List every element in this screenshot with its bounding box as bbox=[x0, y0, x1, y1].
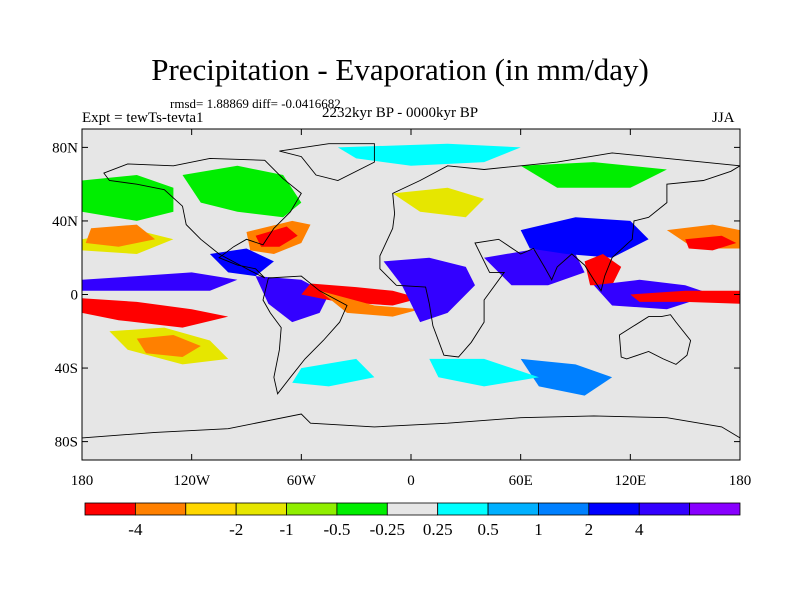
coastline-eurasia-africa bbox=[379, 152, 740, 358]
colorbar-label: -2 bbox=[229, 520, 243, 539]
axis-ticks: 80N 40N 0 40S 80S 180 120W 60W 0 60E 120E 180 bbox=[52, 129, 751, 489]
colorbar-swatch bbox=[588, 502, 640, 516]
colorbar-swatch bbox=[134, 502, 187, 516]
region-caribbean-blue bbox=[209, 248, 274, 277]
region-asia-blue bbox=[520, 217, 649, 258]
map-title: Precipitation - Evaporation (in mm/day) bbox=[151, 52, 649, 87]
colorbar-swatch bbox=[386, 502, 439, 516]
coastline-north-america bbox=[103, 157, 302, 279]
colorbar-label: -1 bbox=[279, 520, 293, 539]
colorbar-swatch bbox=[437, 502, 489, 516]
region-pacific-itcz-purple bbox=[82, 272, 238, 291]
colorbar-swatch bbox=[336, 502, 388, 516]
coastline-antarctica bbox=[82, 413, 740, 460]
lon-tick-label: 60E bbox=[509, 473, 533, 489]
region-south-indian-light-blue bbox=[429, 358, 539, 387]
coastlines bbox=[82, 143, 740, 460]
lat-tick-label: 0 bbox=[71, 288, 79, 304]
region-africa-purple bbox=[383, 257, 475, 323]
lon-tick-label: 120E bbox=[614, 473, 646, 489]
colorbar-label: -0.5 bbox=[323, 520, 350, 539]
region-southern-ocean-blue bbox=[520, 358, 613, 396]
colorbar-swatch bbox=[638, 502, 691, 516]
colorbar-swatch bbox=[487, 502, 539, 516]
region-pacific-equatorial-red bbox=[82, 298, 229, 328]
region-south-atlantic-light-blue bbox=[292, 358, 375, 387]
coastline-australia bbox=[618, 314, 692, 365]
colorbar-label: -4 bbox=[128, 520, 143, 539]
region-south-pacific-orange bbox=[136, 335, 201, 357]
colorbar-swatch bbox=[286, 502, 338, 516]
coastline-south-america bbox=[262, 275, 348, 395]
region-siberia-green bbox=[520, 162, 667, 188]
experiment-label: Expt = tewTs-tevta1 bbox=[82, 110, 204, 126]
lon-tick-label: 60W bbox=[287, 473, 317, 489]
colorbar-swatch bbox=[185, 502, 237, 516]
region-north-america-green bbox=[182, 165, 302, 218]
lat-tick-label: 40N bbox=[52, 214, 78, 230]
colorbar-label: 4 bbox=[635, 520, 644, 539]
colorbar-swatch bbox=[84, 502, 136, 516]
coastline-greenland bbox=[279, 143, 375, 181]
region-se-asia-red bbox=[584, 254, 622, 286]
map-plot-area bbox=[82, 129, 740, 460]
colorbar-label: 0.25 bbox=[423, 520, 453, 539]
region-pacific-east-red-band bbox=[630, 290, 740, 304]
colorbar-swatch bbox=[689, 502, 741, 516]
stats-label: rmsd= 1.88869 diff= -0.0416682 bbox=[170, 96, 341, 111]
colorbar-label: -0.25 bbox=[370, 520, 405, 539]
season-label: JJA bbox=[712, 110, 735, 126]
lon-tick-label: 120W bbox=[173, 473, 211, 489]
region-atlantic-red-band bbox=[301, 283, 421, 306]
lat-tick-label: 40S bbox=[55, 361, 78, 377]
region-indian-ocean-purple bbox=[484, 248, 585, 286]
lat-tick-label: 80S bbox=[55, 435, 78, 451]
field-regions bbox=[82, 143, 740, 396]
period-label: 2232kyr BP - 0000kyr BP bbox=[322, 105, 479, 121]
lon-tick-label: 0 bbox=[407, 473, 415, 489]
colorbar-label: 1 bbox=[534, 520, 543, 539]
colorbar-swatch bbox=[235, 502, 287, 516]
region-europe-yellow bbox=[392, 187, 485, 218]
region-north-pacific-orange bbox=[85, 224, 156, 247]
region-gulf-red bbox=[255, 226, 298, 247]
region-north-pacific-east-red bbox=[685, 235, 737, 251]
region-north-pacific-green bbox=[82, 175, 174, 221]
lat-tick-label: 80N bbox=[52, 140, 78, 156]
colorbar-label: 0.5 bbox=[477, 520, 498, 539]
lon-tick-label: 180 bbox=[71, 473, 94, 489]
lon-tick-label: 180 bbox=[729, 473, 752, 489]
colorbar-label: 2 bbox=[585, 520, 594, 539]
colorbar-swatch bbox=[538, 502, 590, 516]
region-arctic-cyan bbox=[337, 143, 521, 166]
colorbar: -4 -2 -1 -0.5 -0.25 0.25 0.5 1 2 4 bbox=[84, 502, 741, 539]
